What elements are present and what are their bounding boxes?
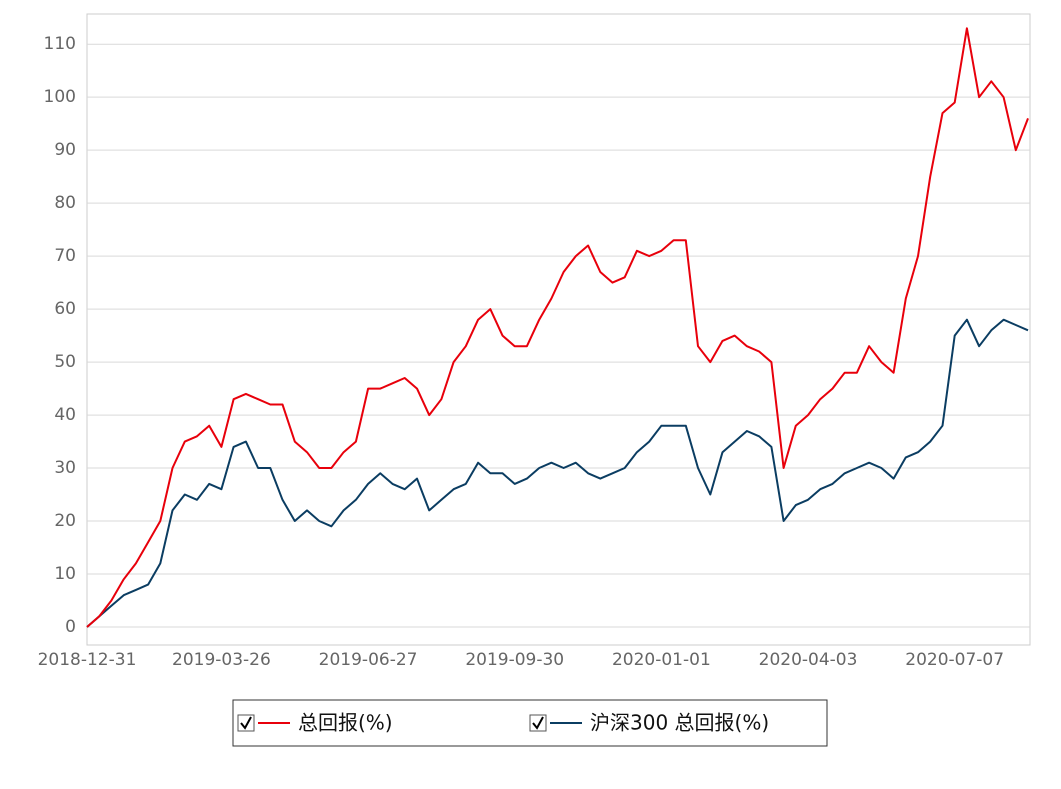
y-tick-label: 100 bbox=[44, 87, 76, 107]
y-tick-label: 50 bbox=[54, 352, 76, 372]
x-tick-label: 2019-06-27 bbox=[319, 650, 418, 670]
legend-label: 沪深300 总回报(%) bbox=[590, 711, 769, 735]
x-tick-label: 2020-01-01 bbox=[612, 650, 711, 670]
x-tick-label: 2020-04-03 bbox=[759, 650, 858, 670]
y-tick-label: 70 bbox=[54, 246, 76, 266]
legend-check bbox=[532, 716, 544, 730]
y-tick-label: 30 bbox=[54, 458, 76, 478]
legend: 总回报(%) 沪深300 总回报(%) bbox=[232, 699, 828, 747]
series-line bbox=[86, 27, 1029, 628]
y-tick-label: 60 bbox=[54, 299, 76, 319]
y-tick-label: 10 bbox=[54, 564, 76, 584]
y-tick-label: 40 bbox=[54, 405, 76, 425]
x-tick-label: 2020-07-07 bbox=[905, 650, 1004, 670]
x-tick-label: 2019-03-26 bbox=[172, 650, 271, 670]
legend-label: 总回报(%) bbox=[298, 711, 393, 735]
y-tick-label: 110 bbox=[44, 34, 76, 54]
legend-check bbox=[240, 716, 252, 730]
legend-item[interactable]: 沪深300 总回报(%) bbox=[529, 711, 769, 735]
x-tick-label: 2018-12-31 bbox=[38, 650, 137, 670]
y-tick-label: 20 bbox=[54, 511, 76, 531]
y-tick-label: 0 bbox=[65, 617, 76, 637]
y-tick-label: 80 bbox=[54, 193, 76, 213]
x-tick-label: 2019-09-30 bbox=[465, 650, 564, 670]
series-line bbox=[86, 318, 1029, 628]
legend-item[interactable]: 总回报(%) bbox=[237, 711, 393, 735]
y-tick-label: 90 bbox=[54, 140, 76, 160]
plot-frame bbox=[86, 13, 1031, 646]
